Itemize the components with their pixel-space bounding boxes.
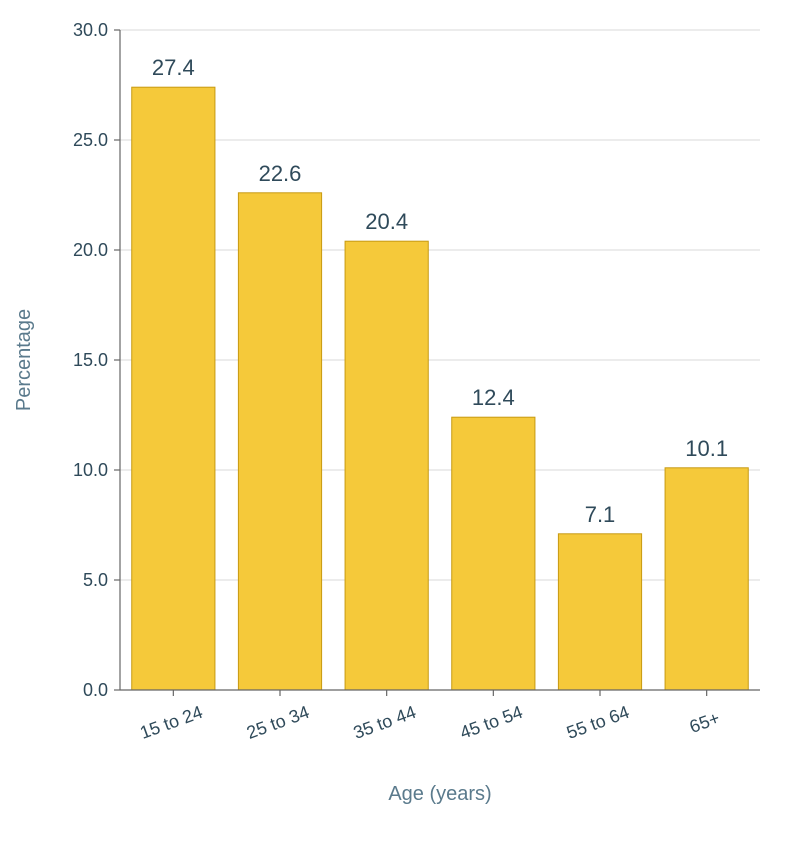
y-tick-label: 5.0 (83, 570, 108, 590)
bar-chart: 0.05.010.015.020.025.030.027.415 to 2422… (0, 0, 800, 842)
bar (558, 534, 641, 690)
x-axis-label: Age (years) (388, 783, 491, 805)
y-axis-label: Percentage (13, 309, 35, 411)
y-tick-label: 20.0 (73, 240, 108, 260)
bar (238, 193, 321, 690)
y-tick-label: 25.0 (73, 130, 108, 150)
bar-value-label: 10.1 (685, 436, 728, 461)
bar (452, 417, 535, 690)
bar (132, 87, 215, 690)
y-tick-label: 30.0 (73, 20, 108, 40)
y-tick-label: 0.0 (83, 680, 108, 700)
bar (345, 241, 428, 690)
bar (665, 468, 748, 690)
bar-value-label: 20.4 (365, 209, 408, 234)
bar-value-label: 22.6 (259, 161, 302, 186)
bar-value-label: 7.1 (585, 502, 616, 527)
bar-value-label: 12.4 (472, 385, 515, 410)
chart-container: 0.05.010.015.020.025.030.027.415 to 2422… (0, 0, 800, 842)
y-tick-label: 10.0 (73, 460, 108, 480)
y-tick-label: 15.0 (73, 350, 108, 370)
bar-value-label: 27.4 (152, 55, 195, 80)
